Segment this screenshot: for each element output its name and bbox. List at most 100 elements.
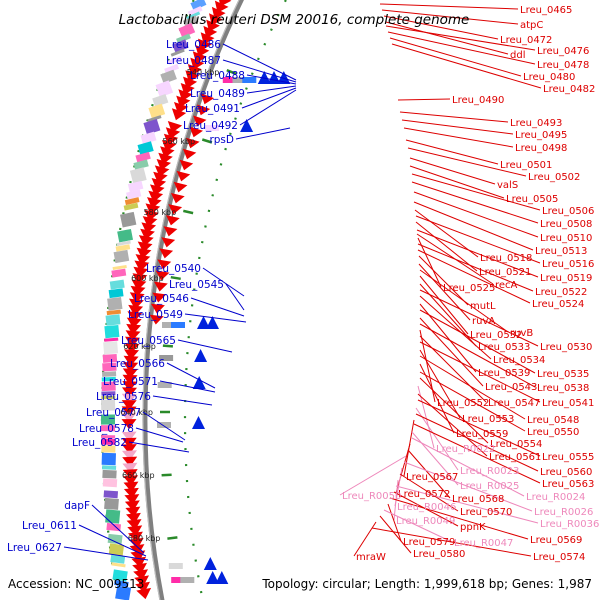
rna-gene-label[interactable]: Lreu_R0046 <box>397 502 456 513</box>
reverse-gene-label[interactable]: Lreu_0572 <box>398 489 450 500</box>
forward-gene-label[interactable]: Lreu_0578 <box>79 423 134 435</box>
reverse-gene-label[interactable]: Lreu_0568 <box>452 494 504 505</box>
forward-gene-label[interactable]: rpsD <box>209 134 234 146</box>
gene-function-block <box>109 279 125 290</box>
forward-gene-function-block <box>171 322 185 328</box>
reverse-gene-label[interactable]: Lreu_0501 <box>500 160 552 171</box>
reverse-gene-label[interactable]: Lreu_0502 <box>528 172 580 183</box>
reverse-gene-label[interactable]: Lreu_0559 <box>456 429 508 440</box>
reverse-gene-label[interactable]: Lreu_0508 <box>540 219 592 230</box>
reverse-gene-label[interactable]: Lreu_0490 <box>452 95 504 106</box>
reverse-strand-gene-arrow <box>122 381 138 392</box>
rna-gene-label[interactable]: Lreu_R0047 <box>454 538 513 549</box>
forward-gene-label[interactable]: Lreu_0611 <box>22 520 77 532</box>
reverse-gene-label[interactable]: Lreu_0541 <box>542 398 594 409</box>
reverse-gene-label[interactable]: Lreu_0534 <box>493 355 545 366</box>
reverse-gene-label[interactable]: ruvA <box>472 316 495 327</box>
rna-gene-label[interactable]: Lreu_R0024 <box>526 492 585 503</box>
reverse-gene-label[interactable]: atpC <box>520 20 543 31</box>
reverse-gene-label[interactable]: recA <box>495 280 518 291</box>
reverse-gene-label[interactable]: Lreu_0476 <box>537 46 589 57</box>
rna-gene-label[interactable]: Lreu_R0025 <box>460 481 519 492</box>
forward-gene-label[interactable]: Lreu_0627 <box>7 542 62 554</box>
reverse-gene-label[interactable]: Lreu_0498 <box>515 143 567 154</box>
reverse-gene-label[interactable]: Lreu_0530 <box>540 342 592 353</box>
reverse-gene-label[interactable]: Lreu_0516 <box>542 259 594 270</box>
forward-gene-label[interactable]: Lreu_0565 <box>121 335 176 347</box>
reverse-gene-label[interactable]: Lreu_0533 <box>478 342 530 353</box>
reverse-gene-label[interactable]: Lreu_0550 <box>527 427 579 438</box>
reverse-gene-label[interactable]: Lreu_0480 <box>523 72 575 83</box>
reverse-gene-label[interactable]: Lreu_0554 <box>490 439 542 450</box>
forward-gene-label[interactable]: Lreu_0549 <box>128 309 183 321</box>
forward-gene-label[interactable]: dapF <box>64 500 90 512</box>
rna-gene-label[interactable]: Lreu_R0050 <box>342 491 401 502</box>
reverse-strand-gene-arrow <box>186 137 200 149</box>
reverse-gene-label[interactable]: Lreu_0519 <box>540 273 592 284</box>
forward-gene-label[interactable]: Lreu_0492 <box>183 120 238 132</box>
forward-gene-label[interactable]: Lreu_0486 <box>166 39 221 51</box>
reverse-gene-label[interactable]: Lreu_0563 <box>542 479 594 490</box>
reverse-gene-label[interactable]: Lreu_0478 <box>537 60 589 71</box>
reverse-gene-label[interactable]: Lreu_0553 <box>462 414 514 425</box>
reverse-gene-label[interactable]: Lreu_0513 <box>535 246 587 257</box>
reverse-gene-label[interactable]: mraW <box>356 552 386 563</box>
forward-gene-label[interactable]: Lreu_0582 <box>72 437 127 449</box>
reverse-gene-label[interactable]: Lreu_0524 <box>532 299 584 310</box>
reverse-gene-label[interactable]: Lreu_0472 <box>500 35 552 46</box>
reverse-gene-label[interactable]: Lreu_0570 <box>460 507 512 518</box>
forward-gene-label[interactable]: Lreu_0491 <box>185 103 240 115</box>
reverse-gene-label[interactable]: Lreu_0506 <box>542 206 594 217</box>
reverse-gene-label[interactable]: Lreu_0493 <box>510 118 562 129</box>
reverse-gene-label[interactable]: Lreu_0525 <box>443 283 495 294</box>
reverse-gene-label[interactable]: ppnK <box>460 522 486 533</box>
reverse-gene-label[interactable]: Lreu_0495 <box>515 130 567 141</box>
reverse-gene-label[interactable]: Lreu_0505 <box>506 194 558 205</box>
reverse-gene-label[interactable]: Lreu_0547 <box>488 398 540 409</box>
reverse-gene-label[interactable]: Lreu_0561 <box>489 452 541 463</box>
forward-gene-label[interactable]: Lreu_0487 <box>166 55 221 67</box>
forward-gene-label[interactable]: Lreu_0577 <box>86 407 141 419</box>
rna-gene-label[interactable]: Lreu_R0022 <box>436 444 495 455</box>
reverse-gene-label[interactable]: Lreu_0532 <box>470 330 522 341</box>
reverse-gene-label[interactable]: Lreu_0518 <box>480 253 532 264</box>
forward-gene-label[interactable]: Lreu_0571 <box>103 376 158 388</box>
reverse-gene-label[interactable]: Lreu_0574 <box>533 552 585 563</box>
reverse-gene-label[interactable]: Lreu_0560 <box>540 467 592 478</box>
forward-gene-function-block <box>168 563 183 569</box>
forward-gene-label[interactable]: Lreu_0566 <box>110 358 165 370</box>
reverse-gene-label[interactable]: ruvB <box>510 328 533 339</box>
forward-gene-label[interactable]: Lreu_0576 <box>96 391 151 403</box>
reverse-gene-label[interactable]: Lreu_0555 <box>542 452 594 463</box>
forward-gene-label[interactable]: Lreu_0546 <box>134 293 189 305</box>
reverse-gene-label[interactable]: Lreu_0482 <box>543 84 595 95</box>
reverse-gene-label[interactable]: Lreu_0538 <box>537 383 589 394</box>
reverse-gene-label[interactable]: Lreu_0548 <box>527 415 579 426</box>
forward-gene-label[interactable]: Lreu_0488 <box>190 70 245 82</box>
reverse-gene-label[interactable]: Lreu_0465 <box>520 5 572 16</box>
reverse-gene-label[interactable]: Lreu_0580 <box>413 549 465 560</box>
gene-function-block <box>186 11 201 20</box>
rna-gene-label[interactable]: Lreu_R0023 <box>460 466 519 477</box>
reverse-gene-label[interactable]: Lreu_0543 <box>485 382 537 393</box>
reverse-gene-label[interactable]: Lreu_0579 <box>403 537 455 548</box>
reverse-gene-label[interactable]: Lreu_0521 <box>479 267 531 278</box>
reverse-strand-gene-arrow <box>163 226 178 237</box>
reverse-gene-label[interactable]: Lreu_0552 <box>437 398 489 409</box>
reverse-gene-label[interactable]: Lreu_0539 <box>478 368 530 379</box>
rna-gene-label[interactable]: Lreu_R0036 <box>540 519 599 530</box>
reverse-gene-label[interactable]: Lreu_0569 <box>530 535 582 546</box>
rna-gene-label[interactable]: Lreu_R0026 <box>534 507 593 518</box>
forward-gene-label[interactable]: Lreu_0489 <box>190 88 245 100</box>
forward-gene-label[interactable]: Lreu_0545 <box>169 279 224 291</box>
reverse-gene-label[interactable]: valS <box>497 180 518 191</box>
reverse-gene-label[interactable]: mutL <box>470 301 496 312</box>
forward-gene-label[interactable]: Lreu_0540 <box>146 263 201 275</box>
reverse-gene-label[interactable]: Lreu_0510 <box>540 233 592 244</box>
rna-label-leader <box>411 431 459 486</box>
reverse-gene-label[interactable]: Lreu_0567 <box>406 472 458 483</box>
rna-gene-label[interactable]: Lreu_R0049 <box>396 516 455 527</box>
reverse-gene-label[interactable]: ddl <box>510 50 525 61</box>
reverse-gene-label[interactable]: Lreu_0522 <box>535 287 587 298</box>
reverse-gene-label[interactable]: Lreu_0535 <box>537 369 589 380</box>
